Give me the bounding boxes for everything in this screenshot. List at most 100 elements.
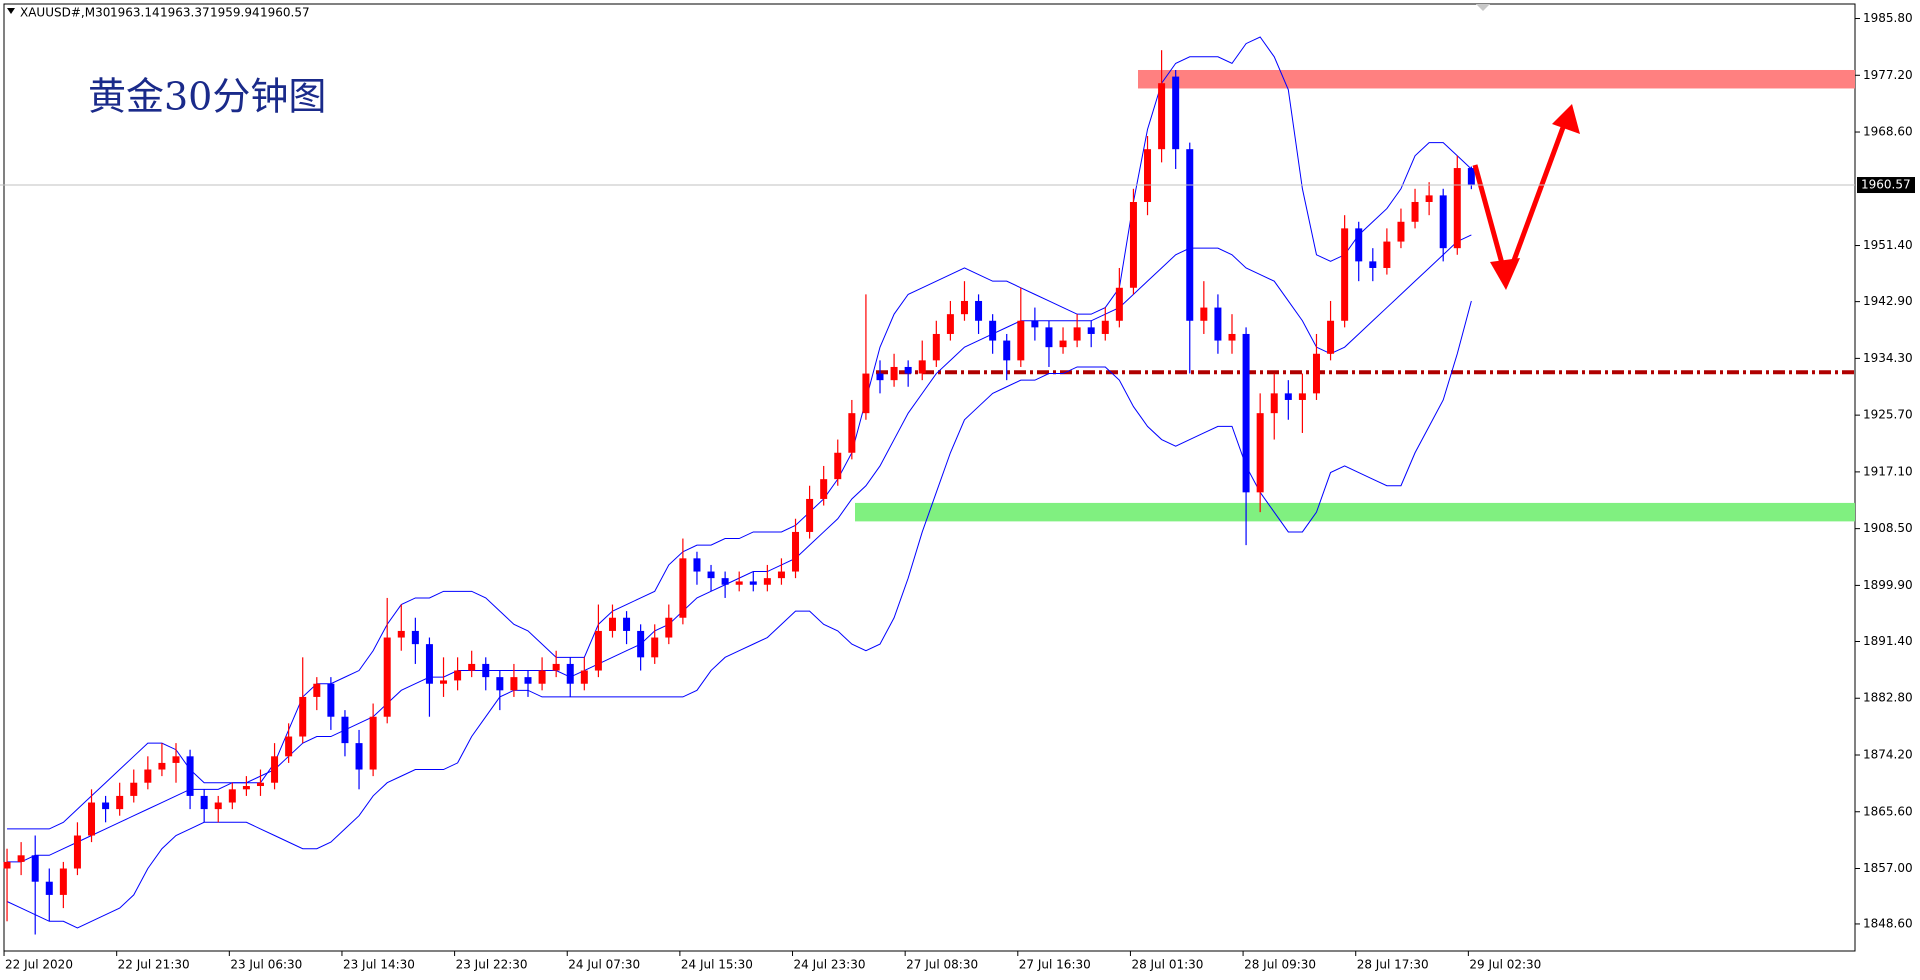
candle-body (299, 696, 307, 737)
candle-body (242, 786, 250, 790)
y-tick-label: 1917.10 (1863, 464, 1913, 478)
x-tick-label: 24 Jul 15:30 (681, 958, 753, 972)
bollinger-band (7, 36, 1472, 830)
candle-body (256, 782, 264, 787)
candle-body (1453, 168, 1461, 249)
candle-body (172, 756, 180, 763)
x-tick-label: 28 Jul 09:30 (1244, 958, 1316, 972)
candle-body (1144, 149, 1152, 202)
zones (855, 69, 1855, 522)
candle-body (721, 578, 729, 585)
candle-body (1214, 307, 1222, 341)
candle-body (651, 637, 659, 658)
candle-body (73, 835, 81, 869)
candle-body (355, 743, 363, 770)
candle-body (1467, 168, 1475, 186)
y-tick-label: 1925.70 (1863, 408, 1913, 422)
arrow-up (1503, 121, 1568, 283)
candle-body (271, 756, 279, 783)
candle-body (313, 683, 321, 697)
shift-marker (1476, 4, 1490, 11)
candle-body (1242, 333, 1250, 493)
candle-body (214, 802, 222, 810)
y-tick-label: 1857.00 (1863, 861, 1913, 875)
candle-body (369, 716, 377, 770)
x-tick-label: 28 Jul 17:30 (1357, 958, 1429, 972)
candle-body (1073, 327, 1081, 341)
candle-body (1327, 320, 1335, 354)
candle-body (693, 558, 701, 572)
candle-body (1158, 83, 1166, 150)
candle-body (904, 366, 912, 374)
y-tick-label: 1891.40 (1863, 634, 1913, 648)
x-tick-label: 24 Jul 23:30 (794, 958, 866, 972)
candle-body (637, 630, 645, 658)
x-tick-label: 23 Jul 22:30 (456, 958, 528, 972)
candle-body (130, 782, 138, 796)
candle-body (1284, 393, 1292, 400)
candle-body (862, 373, 870, 414)
candle-body (777, 571, 785, 579)
candle-body (341, 716, 349, 744)
candle-body (975, 300, 983, 321)
candle-body (327, 683, 335, 717)
resistance-zone (1138, 69, 1855, 89)
x-tick-label: 27 Jul 16:30 (1019, 958, 1091, 972)
header-open: 1963.14 (110, 6, 160, 20)
candle-body (102, 802, 110, 810)
candle-body (1003, 340, 1011, 361)
candle-body (482, 663, 490, 678)
bollinger-band (6, 300, 1472, 929)
candle-body (1256, 413, 1264, 493)
menu-triangle[interactable] (7, 8, 15, 14)
candle-body (538, 670, 546, 684)
candle-body (440, 680, 448, 684)
candle-body (31, 855, 39, 882)
candle-body (411, 630, 419, 645)
header-high: 1963.37 (160, 6, 210, 20)
x-tick-label: 22 Jul 2020 (5, 958, 73, 972)
y-tick-label: 1874.20 (1863, 748, 1913, 762)
candle-body (1017, 320, 1025, 361)
candle-body (608, 617, 616, 631)
candle-body (1101, 320, 1109, 334)
candle-body (749, 581, 757, 585)
symbol: XAUUSD#,M30 (20, 6, 110, 20)
candle-body (1341, 228, 1349, 321)
candle-body (3, 861, 11, 869)
candle-body (1031, 320, 1039, 328)
candle-body (834, 452, 842, 480)
candle-body (946, 314, 954, 334)
candle-body (792, 531, 800, 572)
candle-body (876, 373, 884, 381)
candle-body (144, 769, 152, 783)
candle-body (763, 578, 771, 585)
current-price-box (1857, 177, 1915, 194)
candle-body (1425, 195, 1433, 202)
x-tick-label: 28 Jul 01:30 (1131, 958, 1203, 972)
candle-body (806, 498, 814, 532)
candle-body (88, 802, 96, 836)
candle-body (116, 795, 124, 810)
candle-body (59, 868, 67, 895)
arrow-head (1552, 104, 1580, 134)
y-tick-label: 1942.90 (1863, 294, 1913, 308)
candle-body (1439, 195, 1447, 249)
y-tick-label: 1865.60 (1863, 804, 1913, 818)
y-tick-label: 1899.90 (1863, 578, 1913, 592)
candle-body (594, 630, 602, 671)
header-low: 1959.94 (210, 6, 260, 20)
candle-body (1270, 393, 1278, 414)
candle-body (707, 571, 715, 579)
candle-body (848, 413, 856, 453)
y-tick-label: 1934.30 (1863, 351, 1913, 365)
candle-body (890, 366, 898, 381)
y-tick-label: 1951.40 (1863, 238, 1913, 252)
candle-body (1397, 221, 1405, 242)
y-tick-label: 1908.50 (1863, 521, 1913, 535)
arrows (1472, 104, 1580, 290)
candle-body (932, 333, 940, 361)
